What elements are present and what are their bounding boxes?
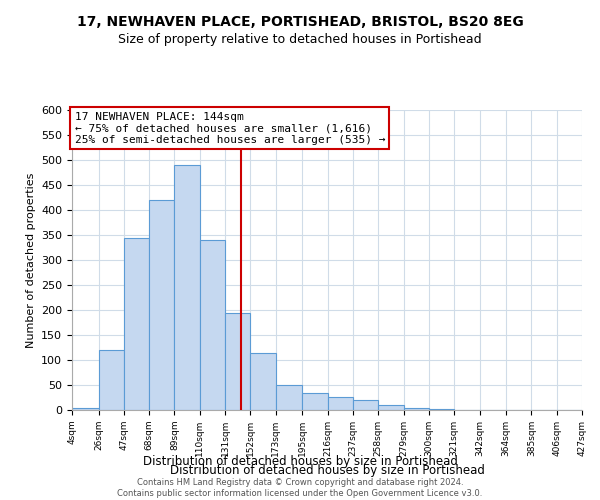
Text: Contains HM Land Registry data © Crown copyright and database right 2024.
Contai: Contains HM Land Registry data © Crown c…: [118, 478, 482, 498]
Bar: [149, 200, 175, 410]
Bar: [225, 312, 250, 410]
Bar: [302, 392, 328, 410]
Bar: [124, 238, 149, 410]
Text: 17 NEWHAVEN PLACE: 144sqm
← 75% of detached houses are smaller (1,616)
25% of se: 17 NEWHAVEN PLACE: 144sqm ← 75% of detac…: [74, 112, 385, 144]
Bar: [328, 396, 353, 410]
Text: Size of property relative to detached houses in Portishead: Size of property relative to detached ho…: [118, 32, 482, 46]
X-axis label: Distribution of detached houses by size in Portishead: Distribution of detached houses by size …: [170, 464, 484, 477]
Bar: [429, 409, 454, 410]
Bar: [276, 385, 302, 410]
Text: 17, NEWHAVEN PLACE, PORTISHEAD, BRISTOL, BS20 8EG: 17, NEWHAVEN PLACE, PORTISHEAD, BRISTOL,…: [77, 15, 523, 29]
Bar: [175, 165, 200, 410]
Bar: [250, 352, 276, 410]
Text: Distribution of detached houses by size in Portishead: Distribution of detached houses by size …: [143, 455, 457, 468]
Y-axis label: Number of detached properties: Number of detached properties: [26, 172, 35, 348]
Bar: [378, 405, 404, 410]
Bar: [353, 400, 378, 410]
Bar: [72, 408, 98, 410]
Bar: [98, 350, 124, 410]
Bar: [404, 408, 429, 410]
Bar: [200, 240, 225, 410]
